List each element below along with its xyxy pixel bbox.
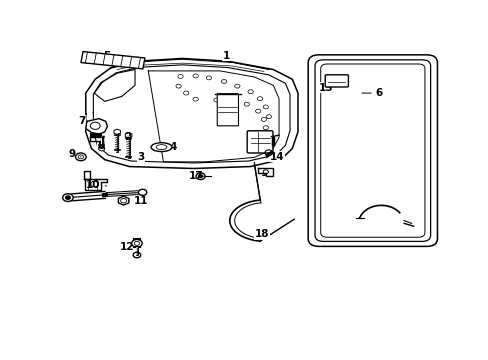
FancyBboxPatch shape [247, 131, 272, 153]
Text: 14: 14 [269, 152, 284, 162]
Text: 3: 3 [137, 151, 144, 162]
FancyBboxPatch shape [314, 60, 430, 242]
Text: 13: 13 [246, 130, 261, 140]
Polygon shape [84, 179, 106, 190]
Text: 17: 17 [188, 171, 203, 181]
Text: 7: 7 [78, 116, 86, 126]
FancyBboxPatch shape [217, 94, 238, 126]
Text: 1: 1 [221, 51, 229, 62]
Ellipse shape [156, 145, 166, 150]
Circle shape [138, 189, 146, 195]
Polygon shape [84, 171, 89, 179]
Text: 2: 2 [123, 132, 131, 143]
Text: 5: 5 [103, 51, 119, 62]
Text: 4: 4 [168, 142, 176, 152]
Text: 8: 8 [97, 141, 104, 151]
Text: 18: 18 [254, 229, 269, 239]
Circle shape [62, 194, 73, 202]
Text: 16: 16 [260, 168, 274, 179]
Ellipse shape [151, 143, 172, 152]
Bar [81, 51, 144, 69]
Text: 10: 10 [86, 180, 106, 190]
FancyBboxPatch shape [325, 75, 347, 87]
Circle shape [198, 175, 202, 177]
Circle shape [65, 196, 70, 199]
Text: 6: 6 [361, 88, 382, 98]
FancyBboxPatch shape [320, 64, 424, 237]
Polygon shape [85, 118, 107, 134]
Text: 12: 12 [120, 242, 135, 252]
Text: 9: 9 [69, 149, 81, 159]
Text: 11: 11 [128, 196, 148, 206]
Polygon shape [258, 168, 273, 176]
Text: 15: 15 [319, 82, 333, 93]
FancyBboxPatch shape [307, 55, 437, 246]
